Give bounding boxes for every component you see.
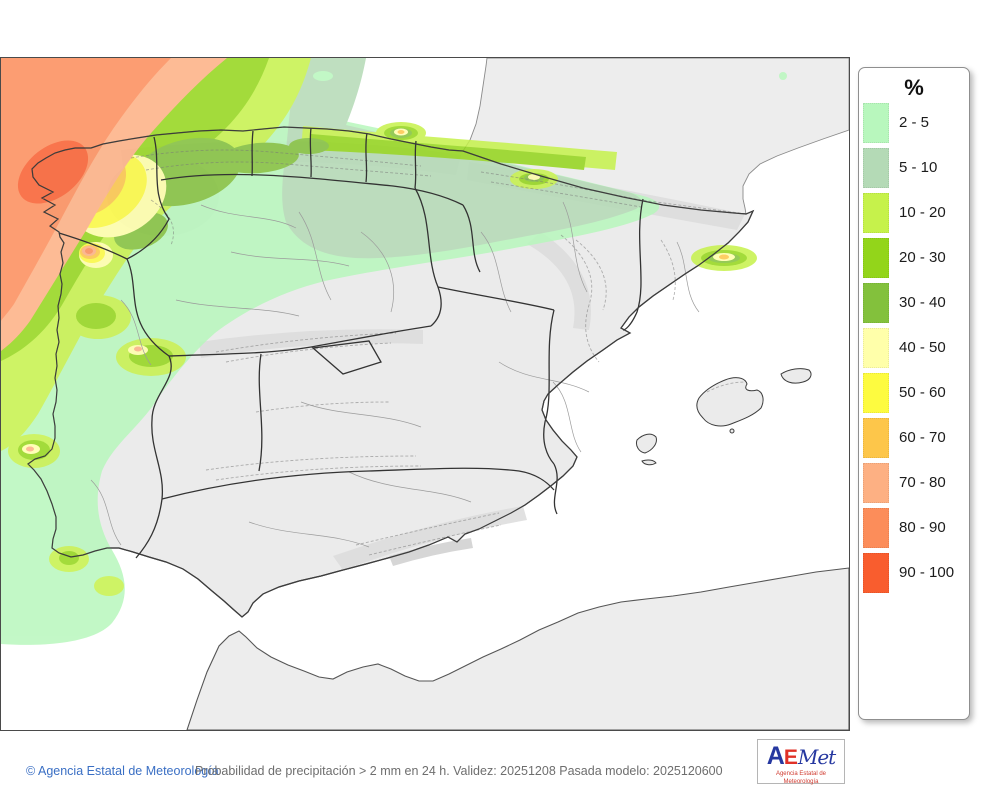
legend-item: 10 - 20 — [863, 193, 969, 238]
legend-item: 50 - 60 — [863, 373, 969, 418]
legend-swatch — [863, 103, 889, 143]
legend-item-label: 80 - 90 — [899, 519, 946, 536]
legend-item-label: 10 - 20 — [899, 204, 946, 221]
aemet-logo: AEMet Agencia Estatal de Meteorología — [757, 739, 845, 785]
legend-item-label: 90 - 100 — [899, 564, 955, 581]
legend-swatch — [863, 328, 889, 368]
legend-swatch — [863, 283, 889, 323]
legend-item: 90 - 100 — [863, 553, 969, 598]
legend-item: 20 - 30 — [863, 238, 969, 283]
map-panel: © Agencia Estatal de Meteorología Probab… — [0, 57, 850, 785]
model-info-text: Probabilidad de precipitación > 2 mm en … — [195, 764, 723, 778]
terrain-relief-lines — [130, 149, 746, 556]
legend-swatch — [863, 463, 889, 503]
precipitation-overlay — [1, 58, 787, 645]
band-80-90 — [1, 58, 171, 321]
portugal-spain-border — [58, 232, 172, 559]
legend-item-label: 20 - 30 — [899, 249, 946, 266]
legend-item: 70 - 80 — [863, 463, 969, 508]
legend-item: 30 - 40 — [863, 283, 969, 328]
legend-swatch — [863, 148, 889, 188]
legend-swatch — [863, 373, 889, 413]
band-90-100 — [17, 140, 89, 204]
logo-letter-e: E — [783, 746, 798, 769]
legend-swatch — [863, 193, 889, 233]
legend-item-label: 40 - 50 — [899, 339, 946, 356]
legend-items: 2 - 5 5 - 10 10 - 20 20 - 30 30 - 40 40 - 50 5… — [859, 103, 969, 598]
legend-swatch — [863, 508, 889, 548]
legend-item: 80 - 90 — [863, 508, 969, 553]
logo-letters-met: Met — [797, 745, 836, 769]
legend-item: 60 - 70 — [863, 418, 969, 463]
balearic-islands — [636, 368, 812, 466]
africa-landmass — [186, 567, 849, 730]
legend-item: 2 - 5 — [863, 103, 969, 148]
legend-swatch — [863, 238, 889, 278]
spain-precipitation-map — [1, 58, 849, 730]
legend-swatch — [863, 418, 889, 458]
legend-item-label: 2 - 5 — [899, 114, 930, 131]
aemet-logo-subtitle: Agencia Estatal de Meteorología — [775, 771, 827, 785]
legend-item: 40 - 50 — [863, 328, 969, 373]
legend-item: 5 - 10 — [863, 148, 969, 193]
legend-item-label: 30 - 40 — [899, 294, 946, 311]
logo-letter-a: A — [766, 742, 785, 770]
legend-item-label: 70 - 80 — [899, 474, 946, 491]
autonomous-community-borders — [58, 127, 644, 559]
aemet-logo-wordmark: AEMet — [758, 740, 844, 770]
legend-item-label: 50 - 60 — [899, 384, 946, 401]
legend-item-label: 60 - 70 — [899, 429, 946, 446]
probability-legend: % 2 - 5 5 - 10 10 - 20 20 - 30 30 - 40 40 - 5… — [858, 67, 970, 720]
legend-swatch — [863, 553, 889, 593]
province-borders — [90, 201, 700, 548]
copyright-text: © Agencia Estatal de Meteorología — [26, 764, 219, 778]
legend-title: % — [904, 75, 924, 100]
legend-item-label: 5 - 10 — [899, 159, 938, 176]
